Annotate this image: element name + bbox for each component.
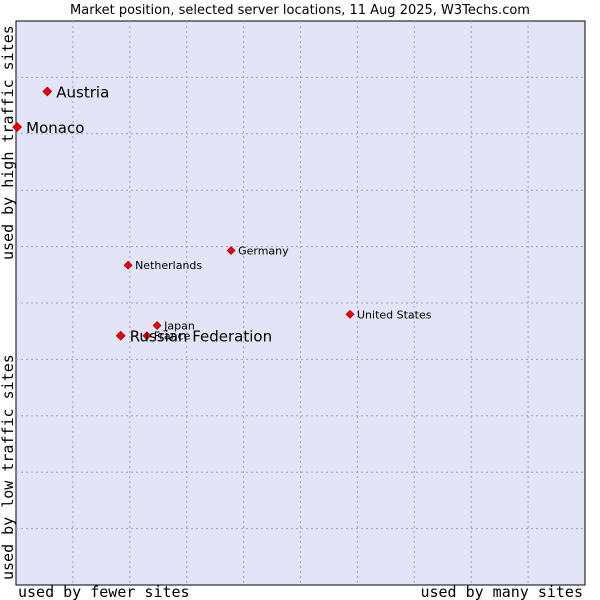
- point-japan: [152, 321, 162, 330]
- label-russian-federation: Russian Federation: [130, 328, 272, 346]
- x-axis-label-high: used by many sites: [420, 583, 583, 600]
- data-points: [12, 86, 355, 341]
- chart-title: Market position, selected server locatio…: [70, 3, 530, 18]
- y-axis-label-low: used by low traffic sites: [0, 354, 17, 580]
- point-netherlands: [123, 260, 133, 270]
- label-netherlands: Netherlands: [135, 259, 202, 272]
- point-france: [142, 331, 152, 341]
- label-japan: Japan: [163, 320, 195, 333]
- label-france: France: [154, 330, 191, 343]
- grid: [16, 21, 585, 585]
- point-united-states: [345, 309, 355, 319]
- data-labels: Austria Monaco Germany Netherlands United St…: [26, 84, 432, 346]
- x-axis-label-low: used by fewer sites: [18, 583, 190, 600]
- point-russian-federation: [115, 330, 126, 341]
- point-monaco: [12, 122, 23, 132]
- label-germany: Germany: [238, 245, 289, 258]
- label-monaco: Monaco: [26, 119, 84, 137]
- point-germany: [226, 246, 236, 255]
- label-united-states: United States: [357, 308, 432, 321]
- point-austria: [42, 86, 53, 97]
- y-axis-label-high: used by high traffic sites: [0, 25, 17, 260]
- label-austria: Austria: [56, 84, 109, 102]
